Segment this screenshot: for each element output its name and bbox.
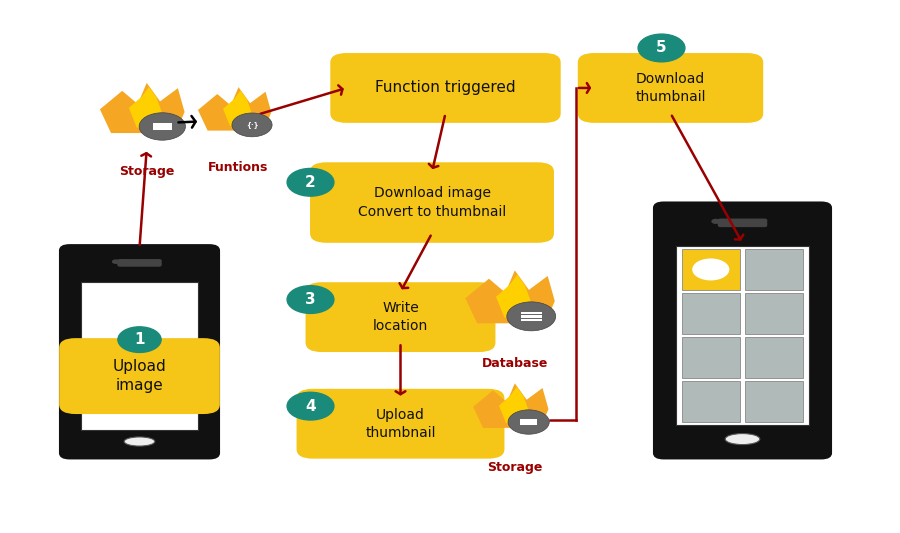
Bar: [153, 123, 172, 130]
FancyBboxPatch shape: [59, 244, 220, 459]
Bar: [153, 123, 161, 124]
Circle shape: [692, 259, 729, 280]
Text: Upload
thumbnail: Upload thumbnail: [365, 408, 436, 440]
Bar: [521, 312, 542, 314]
Polygon shape: [465, 270, 554, 324]
Circle shape: [507, 302, 555, 331]
Bar: [520, 419, 527, 420]
FancyBboxPatch shape: [718, 219, 767, 227]
Text: Storage: Storage: [487, 461, 543, 473]
Ellipse shape: [124, 437, 155, 446]
FancyBboxPatch shape: [297, 389, 504, 458]
Bar: [677, 246, 808, 425]
Text: Upload
image: Upload image: [112, 359, 166, 393]
Text: 2: 2: [305, 175, 316, 190]
Bar: [521, 316, 542, 318]
Circle shape: [287, 392, 334, 420]
Circle shape: [123, 260, 130, 264]
Text: Database: Database: [482, 357, 548, 370]
FancyBboxPatch shape: [59, 338, 220, 414]
Text: 3: 3: [305, 292, 316, 307]
Circle shape: [287, 168, 334, 196]
Bar: [682, 293, 740, 334]
Bar: [521, 319, 542, 321]
FancyBboxPatch shape: [310, 162, 554, 243]
Bar: [682, 249, 740, 290]
FancyBboxPatch shape: [306, 282, 495, 352]
Circle shape: [508, 410, 549, 434]
Polygon shape: [223, 91, 253, 126]
Text: Download image
Convert to thumbnail: Download image Convert to thumbnail: [358, 187, 506, 219]
FancyBboxPatch shape: [117, 259, 162, 266]
Bar: [745, 381, 803, 422]
Polygon shape: [100, 83, 184, 133]
Circle shape: [724, 219, 733, 224]
Polygon shape: [473, 383, 548, 428]
Text: Download
thumbnail: Download thumbnail: [635, 72, 706, 104]
Polygon shape: [129, 87, 164, 128]
Text: 4: 4: [305, 399, 316, 414]
Circle shape: [232, 113, 272, 137]
Text: Function triggered: Function triggered: [375, 80, 516, 95]
FancyBboxPatch shape: [578, 53, 763, 123]
Text: Funtions: Funtions: [208, 161, 269, 174]
Polygon shape: [198, 87, 271, 131]
Bar: [682, 337, 740, 378]
FancyBboxPatch shape: [652, 201, 832, 459]
Bar: [81, 282, 198, 430]
Bar: [682, 381, 740, 422]
Text: 5: 5: [656, 41, 667, 55]
Polygon shape: [499, 387, 530, 423]
FancyBboxPatch shape: [330, 53, 561, 123]
Circle shape: [638, 34, 685, 62]
Text: 1: 1: [134, 332, 145, 347]
Circle shape: [140, 113, 185, 140]
Bar: [745, 293, 803, 334]
Text: {·}: {·}: [246, 122, 258, 128]
Circle shape: [118, 327, 161, 352]
Text: Storage: Storage: [119, 165, 175, 178]
Bar: [745, 337, 803, 378]
Text: Write
location: Write location: [373, 301, 428, 333]
Circle shape: [287, 286, 334, 313]
Bar: [520, 419, 537, 425]
Circle shape: [711, 219, 720, 224]
Circle shape: [112, 260, 120, 264]
Bar: [745, 249, 803, 290]
Polygon shape: [496, 274, 533, 318]
Ellipse shape: [725, 433, 760, 445]
